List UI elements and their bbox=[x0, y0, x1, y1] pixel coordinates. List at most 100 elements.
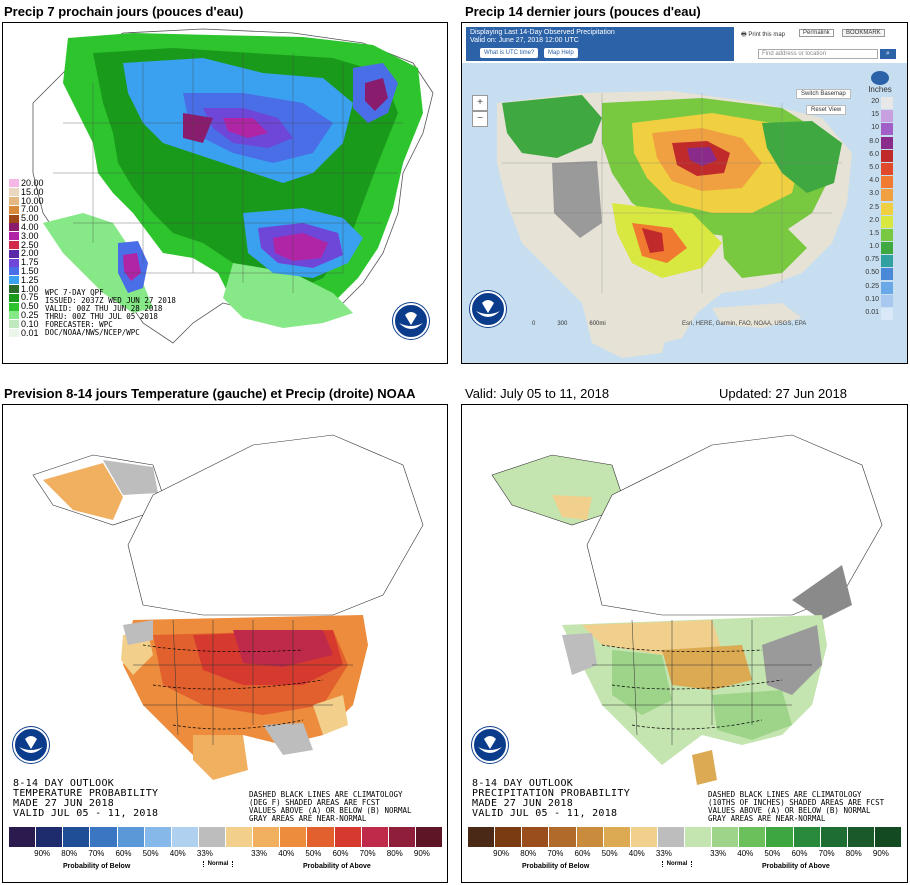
legend-value: 2.0 bbox=[869, 216, 879, 224]
wpc-qpf-map bbox=[3, 23, 447, 363]
precip-outlook-note: DASHED BLACK LINES ARE CLIMATOLOGY (10THS… bbox=[708, 791, 884, 823]
legend-swatch bbox=[9, 258, 19, 267]
legend-swatch bbox=[9, 232, 19, 241]
wpc-legend-item: 1.25 bbox=[9, 274, 44, 285]
legend-value: 5.00 bbox=[21, 213, 39, 224]
legend-value: 8.0 bbox=[869, 137, 879, 145]
legend-value: 4.0 bbox=[869, 177, 879, 185]
wpc-legend-item: 20.00 bbox=[9, 179, 44, 188]
esri-legend-item: 1.0 bbox=[865, 242, 895, 255]
legend-value: 2.50 bbox=[21, 239, 39, 250]
normal-label: Normal bbox=[662, 861, 692, 867]
legend-value: 0.50 bbox=[865, 269, 879, 277]
colorbar-label: 90% bbox=[34, 849, 51, 858]
temp-outlook-note: DASHED BLACK LINES ARE CLIMATOLOGY (DEG F… bbox=[249, 791, 412, 823]
legend-swatch bbox=[9, 311, 19, 320]
noaa-logo bbox=[393, 303, 429, 339]
legend-value: 10 bbox=[871, 124, 879, 132]
wpc-legend: 20.00 15.00 10.00 7.00 5.00 4.00 3.00 2.50 2.00 1… bbox=[9, 179, 44, 337]
map-attribution: Esri, HERE, Garmin, FAO, NOAA, USGS, EPA bbox=[682, 321, 807, 327]
wpc-meta-line: ISSUED: 2037Z WED JUN 27 2018 bbox=[45, 296, 176, 305]
legend-swatch bbox=[881, 149, 893, 162]
outlook-valid: VALID JUL 05 - 11, 2018 bbox=[472, 808, 618, 819]
colorbar-swatch bbox=[63, 827, 91, 847]
temp-outlook-panel: 8-14 DAY OUTLOOK TEMPERATURE PROBABILITY… bbox=[2, 404, 448, 883]
colorbar-label: 50% bbox=[305, 849, 322, 858]
esri-legend-item: 6.0 bbox=[865, 149, 895, 163]
legend-header: Inches bbox=[865, 71, 895, 94]
colorbar-label: 60% bbox=[574, 849, 591, 858]
wpc-legend-item: 2.00 bbox=[9, 249, 44, 258]
colorbar-swatch bbox=[117, 827, 145, 847]
zoom-out-button[interactable]: − bbox=[472, 111, 488, 127]
legend-value: 2.5 bbox=[869, 203, 879, 211]
colorbar-label: 80% bbox=[520, 849, 537, 858]
colorbar-swatch bbox=[307, 827, 335, 847]
esri-legend-item: 2.5 bbox=[865, 202, 895, 216]
legend-swatch bbox=[881, 136, 893, 149]
colorbar-label: 33% bbox=[710, 849, 727, 858]
legend-value: 1.25 bbox=[21, 274, 39, 285]
legend-swatch bbox=[881, 162, 893, 175]
colorbar-label: 40% bbox=[737, 849, 754, 858]
colorbar-label: 33% bbox=[196, 849, 213, 858]
legend-swatch bbox=[9, 240, 19, 249]
wpc-legend-item: 1.00 bbox=[9, 283, 44, 294]
precip-colorbar bbox=[468, 827, 902, 847]
legend-value: 6.0 bbox=[869, 150, 879, 158]
search-icon[interactable]: ⌕ bbox=[880, 49, 896, 59]
legend-value: 0.10 bbox=[865, 295, 879, 303]
reset-view-button[interactable]: Reset View bbox=[806, 105, 847, 115]
note-line: GRAY AREAS ARE NEAR-NORMAL bbox=[708, 814, 826, 823]
legend-value: 10.00 bbox=[21, 195, 44, 206]
outlook-made: MADE 27 JUN 2018 bbox=[13, 798, 115, 809]
legend-swatch bbox=[9, 276, 19, 285]
esri-legend: 20 15 10 8.0 6.0 5.0 4.0 3.0 2.5 2.0 1.5 1.0 0.75 0.5… bbox=[865, 97, 895, 321]
wpc-legend-item: 5.00 bbox=[9, 214, 44, 223]
colorbar-swatch bbox=[36, 827, 64, 847]
colorbar-swatch bbox=[685, 827, 713, 847]
utc-button[interactable]: What is UTC time? bbox=[480, 48, 539, 58]
esri-legend-item: 1.5 bbox=[865, 228, 895, 242]
legend-value: 1.00 bbox=[21, 283, 39, 294]
switch-basemap-button[interactable]: Switch Basemap bbox=[796, 89, 851, 99]
colorbar-swatch bbox=[603, 827, 631, 847]
esri-legend-item: 10 bbox=[865, 123, 895, 136]
colorbar-swatch bbox=[766, 827, 794, 847]
zoom-in-button[interactable]: + bbox=[472, 95, 488, 111]
wpc-legend-item: 0.75 bbox=[9, 293, 44, 302]
legend-value: 2.00 bbox=[21, 248, 39, 259]
colorbar-swatch bbox=[361, 827, 389, 847]
colorbar-label: 70% bbox=[359, 849, 376, 858]
esri-observed-map-panel: Displaying Last 14-Day Observed Precipit… bbox=[461, 22, 908, 364]
map-help-button[interactable]: Map Help bbox=[544, 48, 578, 58]
colorbar-label: 40% bbox=[278, 849, 295, 858]
precip-colorbar-labels: 90% 80% 70% 60% 50% 40% 33% 33% 40% 50% 60% 70% 80% 9… bbox=[468, 849, 902, 859]
address-search-input[interactable]: Find address or location bbox=[758, 49, 878, 59]
info-line-1: Displaying Last 14-Day Observed Precipit… bbox=[470, 29, 615, 36]
colorbar-swatch bbox=[847, 827, 875, 847]
legend-swatch bbox=[9, 249, 19, 258]
legend-swatch bbox=[9, 320, 19, 329]
legend-swatch bbox=[9, 284, 19, 293]
print-map-link[interactable]: 🖶 Print this map bbox=[741, 30, 785, 40]
legend-unit: Inches bbox=[868, 85, 892, 94]
esri-legend-item: 4.0 bbox=[865, 176, 895, 189]
noaa-logo bbox=[470, 291, 506, 327]
colorbar-swatch bbox=[171, 827, 199, 847]
colorbar-label: 60% bbox=[332, 849, 349, 858]
colorbar-swatch bbox=[874, 827, 902, 847]
outlook-valid: VALID JUL 05 - 11, 2018 bbox=[13, 808, 159, 819]
note-line: (DEG F) SHADED AREAS ARE FCST bbox=[249, 798, 380, 807]
legend-swatch bbox=[9, 293, 19, 302]
legend-swatch bbox=[9, 223, 19, 232]
bookmark-button[interactable]: BOOKMARK bbox=[842, 29, 885, 37]
wpc-qpf-map-panel: 20.00 15.00 10.00 7.00 5.00 4.00 3.00 2.50 2.00 1… bbox=[2, 22, 448, 364]
colorbar-label: 50% bbox=[142, 849, 159, 858]
wpc-legend-item: 7.00 bbox=[9, 205, 44, 214]
permalink-button[interactable]: Permalink bbox=[799, 29, 834, 37]
legend-value: 15 bbox=[871, 111, 879, 119]
legend-value: 0.25 bbox=[21, 309, 39, 320]
colorbar-swatch bbox=[657, 827, 685, 847]
legend-value: 0.50 bbox=[21, 301, 39, 312]
